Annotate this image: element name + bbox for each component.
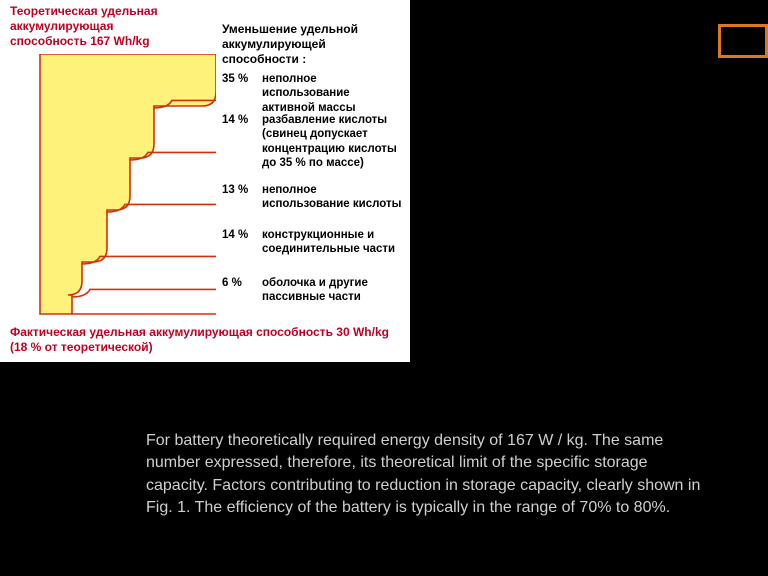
waterfall-chart [12,54,216,332]
loss-row: 6 %оболочка и другие пассивные части [222,276,404,305]
loss-pct: 35 % [222,72,256,115]
loss-label: оболочка и другие пассивные части [262,276,404,305]
figure-bottom-text: Фактическая удельная аккумулирующая спос… [10,325,400,356]
loss-label: неполное использование активной массы [262,72,404,115]
loss-pct: 14 % [222,113,256,171]
loss-pct: 6 % [222,276,256,305]
loss-row: 14 %конструкционные и соединительные час… [222,228,404,257]
reduction-title: Уменьшение удельной аккумулирующей спосо… [222,22,402,67]
figure-panel: Теоретическая удельная аккумулирующая сп… [0,0,410,362]
loss-pct: 13 % [222,183,256,212]
loss-row: 35 %неполное использование активной масс… [222,72,404,115]
loss-label: разбавление кислоты (свинец допускает ко… [262,113,404,171]
loss-label: неполное использование кислоты [262,183,404,212]
figure-title-top: Теоретическая удельная аккумулирующая сп… [10,4,190,49]
loss-pct: 14 % [222,228,256,257]
loss-row: 14 %разбавление кислоты (свинец допускае… [222,113,404,171]
loss-label: конструкционные и соединительные части [262,228,404,257]
caption-text: For battery theoretically required energ… [146,430,706,520]
accent-box [718,24,768,58]
loss-row: 13 %неполное использование кислоты [222,183,404,212]
